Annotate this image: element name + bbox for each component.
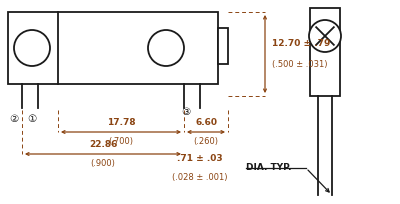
Text: (.900): (.900) <box>90 159 116 168</box>
Text: (.028 ± .001): (.028 ± .001) <box>172 173 228 182</box>
Text: ①: ① <box>27 114 37 124</box>
Bar <box>218 28 228 64</box>
Text: ③: ③ <box>181 107 191 117</box>
Text: (.500 ± .031): (.500 ± .031) <box>272 60 328 69</box>
Text: ②: ② <box>9 114 19 124</box>
Text: .71 ± .03: .71 ± .03 <box>177 154 223 163</box>
Text: 22.86: 22.86 <box>89 140 117 149</box>
Text: (.260): (.260) <box>194 137 218 146</box>
Bar <box>8 12 218 84</box>
Text: 6.60: 6.60 <box>195 118 217 127</box>
Text: DIA. TYP.: DIA. TYP. <box>246 163 292 173</box>
Text: 17.78: 17.78 <box>107 118 135 127</box>
Text: (.700): (.700) <box>108 137 134 146</box>
Bar <box>310 8 340 96</box>
Text: 12.70 ± .79: 12.70 ± .79 <box>272 39 330 48</box>
Circle shape <box>309 20 341 52</box>
Circle shape <box>14 30 50 66</box>
Circle shape <box>148 30 184 66</box>
